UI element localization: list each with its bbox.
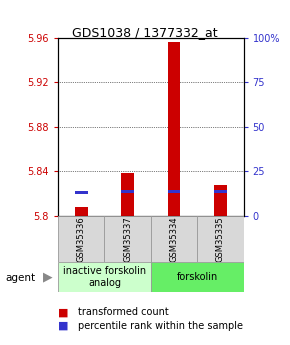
- Text: GDS1038 / 1377332_at: GDS1038 / 1377332_at: [72, 26, 218, 39]
- Text: agent: agent: [6, 273, 36, 283]
- Bar: [75, 191, 88, 194]
- Bar: [151, 262, 244, 292]
- Text: transformed count: transformed count: [78, 307, 169, 317]
- Text: inactive forskolin
analog: inactive forskolin analog: [63, 266, 146, 288]
- Text: percentile rank within the sample: percentile rank within the sample: [78, 321, 243, 331]
- Bar: [121, 174, 134, 216]
- Text: ■: ■: [58, 307, 68, 317]
- Text: GSM35337: GSM35337: [123, 216, 132, 262]
- Text: forskolin: forskolin: [177, 272, 218, 282]
- Bar: [121, 189, 134, 193]
- Bar: [151, 216, 197, 262]
- Text: GSM35336: GSM35336: [77, 216, 86, 262]
- Bar: [75, 207, 88, 216]
- Bar: [58, 262, 151, 292]
- Text: GSM35334: GSM35334: [169, 216, 179, 262]
- Bar: [168, 189, 180, 193]
- Text: ■: ■: [58, 321, 68, 331]
- Bar: [58, 216, 104, 262]
- Text: GSM35335: GSM35335: [216, 216, 225, 262]
- Bar: [214, 185, 227, 216]
- Text: ▶: ▶: [43, 270, 53, 284]
- Bar: [168, 42, 180, 216]
- Bar: [104, 216, 151, 262]
- Bar: [197, 216, 244, 262]
- Bar: [214, 189, 227, 193]
